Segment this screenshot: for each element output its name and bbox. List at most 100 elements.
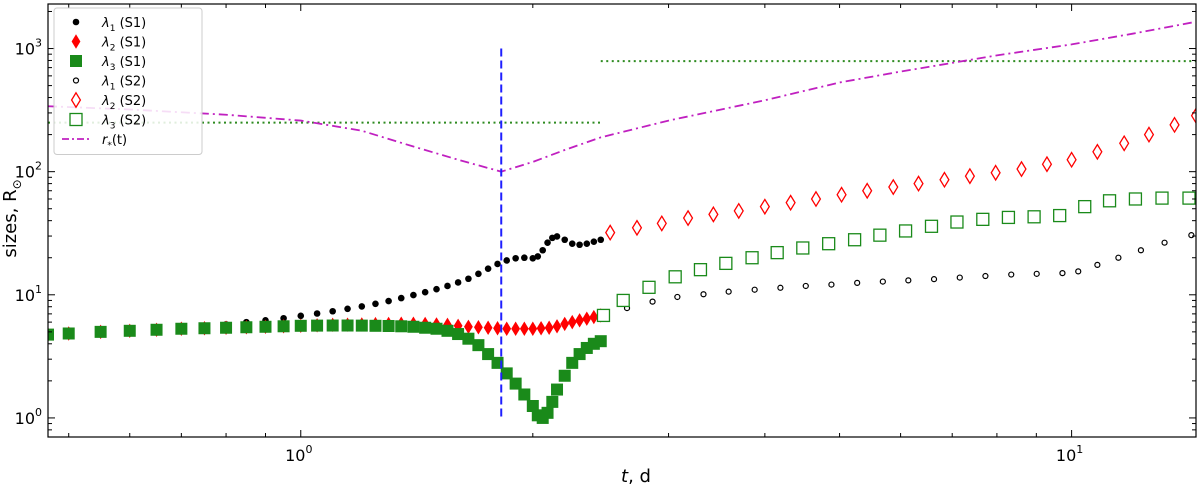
data-point — [1128, 192, 1143, 206]
data-point — [472, 339, 485, 352]
data-point — [590, 238, 598, 245]
data-point — [500, 367, 513, 380]
data-point — [475, 270, 482, 278]
data-point — [616, 293, 630, 308]
data-point — [123, 324, 136, 337]
legend-box — [53, 7, 203, 155]
legend-label-symbol: λ — [101, 75, 110, 90]
data-point — [576, 241, 583, 249]
data-point — [528, 321, 538, 336]
data-point — [1066, 151, 1077, 169]
data-point — [950, 215, 964, 229]
legend-label-subscript: 2 — [110, 102, 116, 112]
data-point — [982, 272, 989, 280]
data-point — [956, 274, 963, 281]
tick-label-base: 10 — [1056, 446, 1076, 465]
data-point — [898, 224, 913, 238]
legend-label-symbol: λ — [101, 36, 110, 51]
data-point — [1188, 232, 1195, 239]
tick-label-exponent: 2 — [35, 160, 42, 173]
data-point — [62, 327, 75, 340]
y-tick-label: 102 — [15, 160, 42, 182]
data-point — [879, 278, 886, 285]
data-point — [407, 320, 420, 333]
series-2 — [48, 319, 607, 424]
data-point — [382, 319, 395, 332]
data-point — [1119, 134, 1130, 152]
data-point — [536, 321, 546, 336]
legend-handle — [71, 34, 81, 49]
data-point — [1027, 210, 1041, 224]
series-5 — [596, 191, 1196, 323]
data-point — [1053, 208, 1067, 223]
x-axis-label-unit: , d — [628, 466, 651, 487]
legend-label-subscript: 1 — [110, 24, 116, 34]
data-point — [796, 241, 810, 255]
data-point — [397, 294, 405, 302]
data-point — [341, 319, 354, 332]
data-point — [509, 377, 522, 390]
data-point — [421, 288, 429, 296]
data-point — [1008, 271, 1015, 278]
plot-area — [48, 20, 1196, 424]
data-point — [493, 321, 502, 336]
legend-label-symbol: λ — [101, 16, 110, 31]
data-point — [512, 254, 519, 262]
data-point — [777, 284, 784, 291]
legend-label: λ1 (S1) — [101, 16, 146, 34]
data-point — [94, 325, 107, 338]
data-point — [719, 256, 733, 271]
data-point — [1155, 191, 1169, 205]
data-point — [751, 286, 758, 293]
data-point — [682, 209, 694, 227]
data-point — [1016, 160, 1027, 178]
legend-label-suffix: (S1) — [115, 55, 146, 70]
data-point — [597, 236, 605, 244]
data-point — [419, 321, 432, 334]
data-point — [810, 190, 822, 208]
legend-label-suffix: (S1) — [115, 16, 146, 31]
tick-label-base: 10 — [15, 40, 35, 59]
data-point — [745, 251, 759, 265]
data-point — [1137, 247, 1145, 254]
legend-label-subscript: 3 — [110, 63, 116, 73]
series-3 — [623, 232, 1195, 312]
data-point — [551, 383, 564, 396]
plot-frame — [47, 3, 1197, 438]
data-point — [905, 277, 912, 284]
data-point — [544, 320, 554, 335]
data-point — [553, 233, 561, 240]
data-point — [546, 395, 559, 408]
data-point — [649, 298, 656, 305]
data-point — [240, 321, 253, 334]
data-point — [1041, 155, 1053, 173]
data-point — [410, 291, 417, 299]
legend-label: λ2 (S1) — [101, 36, 146, 54]
data-point — [329, 307, 336, 315]
data-point — [888, 178, 899, 196]
tick-label-base: 10 — [15, 163, 35, 182]
legend-label-symbol: λ — [101, 94, 110, 109]
data-point — [1078, 199, 1092, 214]
data-point — [483, 320, 493, 335]
data-point — [575, 313, 584, 328]
x-axis-label: t, d — [621, 466, 651, 487]
data-point — [1102, 194, 1117, 208]
data-point — [558, 369, 571, 382]
data-point — [454, 279, 462, 286]
x-tick-label: 100 — [285, 443, 312, 465]
data-point — [526, 399, 539, 412]
data-point — [631, 219, 643, 237]
data-point — [464, 319, 473, 334]
data-point — [297, 312, 305, 320]
data-point — [567, 314, 577, 330]
tick-label-exponent: 0 — [305, 443, 312, 456]
data-point — [441, 324, 454, 337]
data-point — [539, 246, 547, 254]
data-point — [311, 319, 324, 332]
data-point — [430, 322, 443, 335]
data-point — [220, 321, 233, 334]
data-point — [733, 202, 744, 220]
